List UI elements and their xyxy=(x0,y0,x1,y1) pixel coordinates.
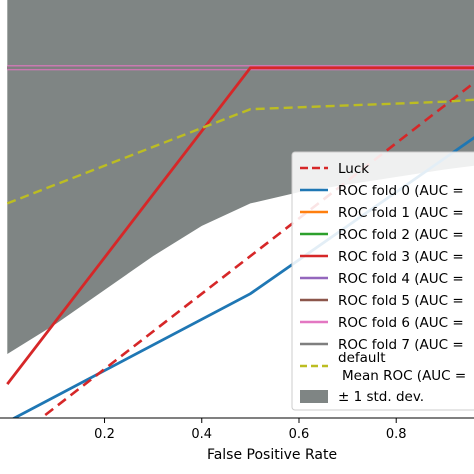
plot-area xyxy=(6,0,474,418)
legend-mean-label-2: Mean ROC (AUC = xyxy=(342,368,466,384)
series-line-4 xyxy=(6,66,474,385)
mean-roc-line xyxy=(6,98,474,205)
legend-entry-5-label: ROC fold 4 (AUC = xyxy=(338,271,464,287)
x-axis-label: False Positive Rate xyxy=(207,447,337,463)
legend-box xyxy=(291,151,474,411)
x-tick-label-0: 0.2 xyxy=(94,427,115,442)
legend-entry-2-label: ROC fold 1 (AUC = xyxy=(338,205,464,221)
plot-series xyxy=(6,0,474,418)
legend-entry-4-label: ROC fold 3 (AUC = xyxy=(338,249,464,265)
legend-entry-3-label: ROC fold 2 (AUC = xyxy=(338,227,464,243)
x-tick-label-3: 0.8 xyxy=(386,427,407,442)
legend-entry-0-label: Luck xyxy=(338,161,369,177)
legend-std-swatch xyxy=(300,390,328,403)
legend-mean-label-1: default xyxy=(338,350,386,366)
x-tick-label-2: 0.6 xyxy=(289,427,310,442)
std-band xyxy=(7,0,474,354)
legend-std-label: ± 1 std. dev. xyxy=(338,389,424,405)
legend-entry-8-label: ROC fold 7 (AUC = xyxy=(338,337,464,353)
series-line-0 xyxy=(39,81,474,418)
axes: 0.2 0.4 0.6 0.8 False Positive Rate xyxy=(0,417,474,463)
legend-entry-1-label: ROC fold 0 (AUC = xyxy=(338,183,464,199)
x-tick-label-1: 0.4 xyxy=(191,427,212,442)
legend-entry-6-label: ROC fold 5 (AUC = xyxy=(338,293,464,309)
legend-entry-7-label: ROC fold 6 (AUC = xyxy=(338,315,464,331)
legend: Luck ROC fold 0 (AUC = ROC fold 1 (AUC = RO… xyxy=(291,151,474,411)
